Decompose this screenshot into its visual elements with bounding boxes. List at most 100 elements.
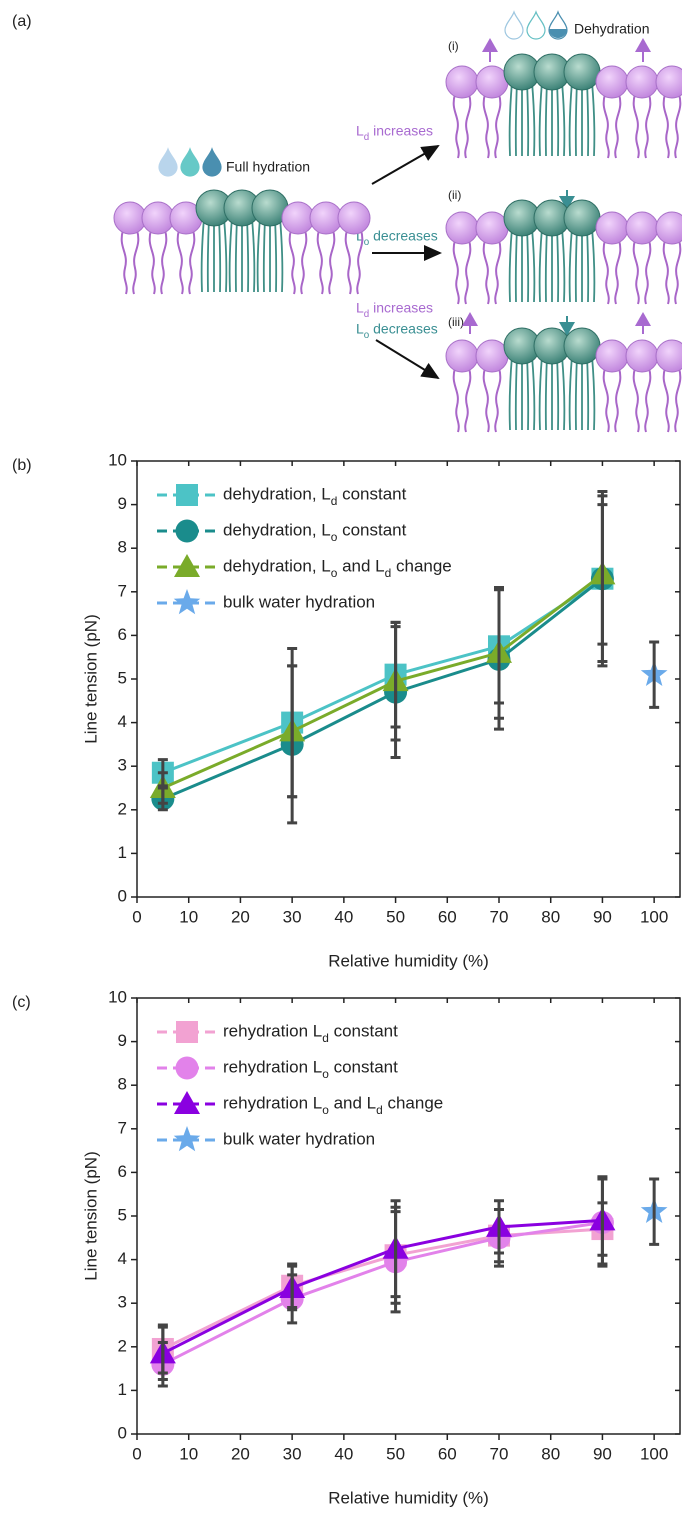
legend-label: rehydration Ld constant xyxy=(223,1021,398,1045)
lipid-head xyxy=(625,211,659,245)
lipid-tail xyxy=(316,229,324,295)
y-tick-label: 4 xyxy=(118,712,127,731)
lipid-tail xyxy=(482,93,490,159)
lipid-tail xyxy=(561,355,566,431)
x-tick-label: 100 xyxy=(640,907,668,926)
lipid-tail xyxy=(274,217,278,293)
lipid-head xyxy=(563,53,601,91)
lipid-tail xyxy=(674,239,682,305)
error-bar xyxy=(494,585,504,720)
arrow xyxy=(375,339,440,380)
error-bar xyxy=(157,771,168,805)
lipid-head xyxy=(445,211,479,245)
x-tick-label: 10 xyxy=(179,1444,198,1463)
lipid-tail xyxy=(464,239,472,305)
lipid-tail xyxy=(206,217,210,293)
lipid-tail xyxy=(188,229,196,295)
lipid-tail xyxy=(561,81,566,157)
error-bar xyxy=(649,1177,660,1246)
dehydration-label: Dehydration xyxy=(574,21,650,37)
y-tick-label: 9 xyxy=(118,494,127,513)
lipid-tail xyxy=(614,93,622,159)
x-tick-label: 50 xyxy=(386,1444,405,1463)
membrane xyxy=(445,327,682,433)
x-tick-label: 20 xyxy=(231,907,250,926)
y-tick-label: 1 xyxy=(118,843,127,862)
lipid-tail xyxy=(526,81,530,157)
lipid-tail xyxy=(494,367,502,433)
x-tick-label: 40 xyxy=(334,907,353,926)
lipid-tail xyxy=(508,81,513,157)
lipid-tail xyxy=(262,217,266,293)
lipid-tail xyxy=(662,239,670,305)
lipid-head xyxy=(595,211,629,245)
y-tick-label: 5 xyxy=(118,668,127,687)
legend-label: rehydration Lo and Ld change xyxy=(223,1093,443,1117)
arrow xyxy=(371,145,440,185)
lipid-tail xyxy=(614,239,622,305)
x-tick-label: 60 xyxy=(438,907,457,926)
error-bar xyxy=(390,620,401,742)
legend-marker xyxy=(173,1126,201,1152)
x-tick-label: 90 xyxy=(593,907,612,926)
y-tick-label: 9 xyxy=(118,1031,127,1050)
lipid-tail xyxy=(531,81,536,157)
lipid-head xyxy=(445,339,479,373)
error-bar xyxy=(597,503,608,646)
lipid-tail xyxy=(256,217,261,293)
y-tick-label: 2 xyxy=(118,799,127,818)
y-tick-label: 10 xyxy=(108,450,127,469)
y-tick-label: 6 xyxy=(118,625,127,644)
lipid-tail xyxy=(464,93,472,159)
x-tick-label: 30 xyxy=(283,907,302,926)
membrane xyxy=(445,53,682,159)
y-tick-label: 2 xyxy=(118,1336,127,1355)
lipid-head xyxy=(309,201,343,235)
legend-marker xyxy=(173,589,201,615)
lipid-tail xyxy=(662,93,670,159)
water-drop xyxy=(202,147,222,177)
x-tick-label: 60 xyxy=(438,1444,457,1463)
lipid-tail xyxy=(614,367,622,433)
y-tick-label: 8 xyxy=(118,538,127,557)
x-tick-label: 30 xyxy=(283,1444,302,1463)
lipid-tail xyxy=(538,81,543,157)
lipid-tail xyxy=(644,239,652,305)
lipid-tail xyxy=(288,229,296,295)
lipid-tail xyxy=(644,367,652,433)
y-axis-title: Line tension (pN) xyxy=(81,1151,100,1280)
lipid-head xyxy=(445,65,479,99)
y-tick-label: 1 xyxy=(118,1380,127,1399)
lipid-head xyxy=(655,65,682,99)
lipid-tail xyxy=(644,93,652,159)
lipid-head xyxy=(655,211,682,245)
lipid-tail xyxy=(591,81,596,157)
lipid-tail xyxy=(574,81,578,157)
lipid-tail xyxy=(234,217,238,293)
x-tick-label: 100 xyxy=(640,1444,668,1463)
lipid-tail xyxy=(556,227,560,303)
legend-label: bulk water hydration xyxy=(223,592,375,611)
lipid-tail xyxy=(120,229,128,295)
lipid-tail xyxy=(602,239,610,305)
legend-label: dehydration, Lo and Ld change xyxy=(223,556,452,580)
y-tick-label: 0 xyxy=(118,886,127,905)
lipid-tail xyxy=(300,229,308,295)
membrane xyxy=(445,199,682,305)
arrow-label: Lo decreases xyxy=(356,321,438,341)
x-tick-label: 70 xyxy=(490,907,509,926)
lipid-tail xyxy=(328,229,336,295)
lipid-tail xyxy=(674,367,682,433)
lipid-tail xyxy=(148,229,156,295)
y-tick-label: 3 xyxy=(118,756,127,775)
y-tick-label: 4 xyxy=(118,1249,127,1268)
error-bar xyxy=(649,640,660,709)
lipid-tail xyxy=(200,217,205,293)
lipid-tail xyxy=(591,227,596,303)
x-tick-label: 40 xyxy=(334,1444,353,1463)
x-tick-label: 10 xyxy=(179,907,198,926)
lipid-tail xyxy=(514,81,518,157)
lipid-tail xyxy=(160,229,168,295)
error-bar xyxy=(494,1199,504,1255)
panel-label: (b) xyxy=(12,457,32,474)
